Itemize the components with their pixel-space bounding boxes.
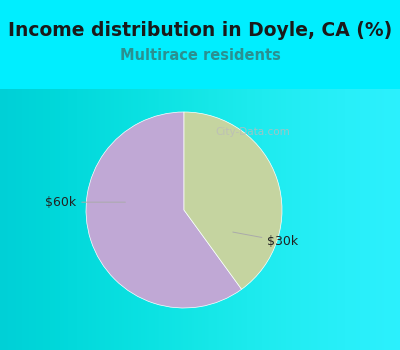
Text: City-Data.com: City-Data.com xyxy=(215,127,290,136)
Wedge shape xyxy=(184,112,282,289)
Text: $30k: $30k xyxy=(233,232,298,248)
Text: $60k: $60k xyxy=(45,196,125,209)
Text: Income distribution in Doyle, CA (%): Income distribution in Doyle, CA (%) xyxy=(8,21,392,40)
Wedge shape xyxy=(86,112,242,308)
Text: Multirace residents: Multirace residents xyxy=(120,48,280,63)
